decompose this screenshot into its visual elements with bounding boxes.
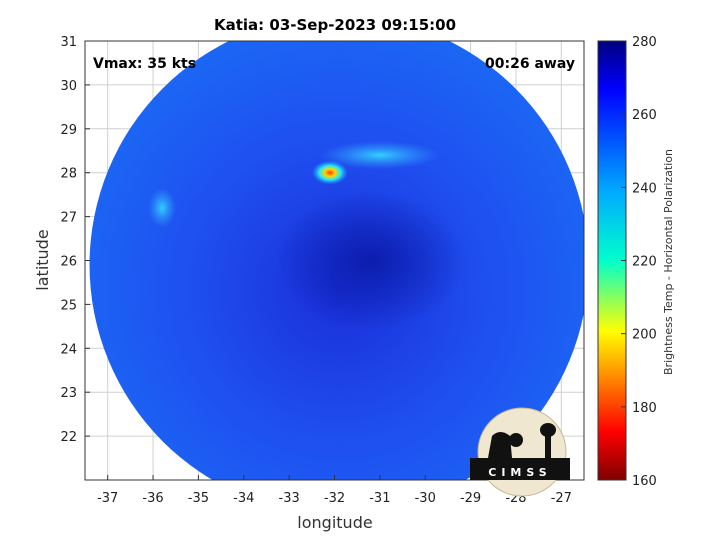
y-tick-label: 28 [60,167,77,182]
x-tick-label: -32 [324,491,345,506]
colorbar-label: Brightness Temp - Horizontal Polarizatio… [662,149,675,375]
y-tick-label: 23 [60,386,77,401]
x-tick-label: -31 [369,491,390,506]
rain-band-feature [319,141,440,170]
x-tick-label: -33 [279,491,300,506]
x-axis-label: longitude [297,513,372,532]
cold-core-feature [275,190,466,331]
y-tick-label: 29 [60,123,77,138]
x-tick-label: -34 [233,491,254,506]
y-tick-label: 30 [60,79,77,94]
colorbar-ticks: 160 180 200 220 240 260 280 [621,35,657,489]
y-axis: 22 23 24 25 26 27 28 29 30 31 [60,35,90,445]
y-tick-label: 24 [60,342,77,357]
x-tick-label: -36 [142,491,163,506]
swath-image [89,41,584,480]
y-axis-label: latitude [33,229,52,290]
x-tick-label: -37 [97,491,118,506]
colorbar-tick-label: 240 [632,181,657,196]
rain-band-feature-west [148,187,177,228]
colorbar-tick-label: 200 [632,328,657,343]
y-tick-label: 25 [60,298,77,313]
chart-title: Katia: 03-Sep-2023 09:15:00 [214,16,456,34]
cimss-logo: CIMSS [470,407,570,497]
y-tick-label: 26 [60,255,77,270]
colorbar-tick-label: 180 [632,401,657,416]
x-tick-label: -27 [551,491,572,506]
vmax-annotation: Vmax: 35 kts [93,56,196,72]
hot-spot-feature [311,160,348,185]
away-annotation: 00:26 away [485,56,575,72]
y-tick-label: 27 [60,211,77,226]
logo-text: CIMSS [488,466,551,479]
y-tick-label: 31 [60,35,77,50]
x-tick-label: -35 [188,491,209,506]
x-tick-label: -30 [415,491,436,506]
colorbar-tick-label: 280 [632,35,657,50]
colorbar-tick-label: 260 [632,108,657,123]
colorbar-tick-label: 220 [632,255,657,270]
colorbar-tick-label: 160 [632,474,657,489]
y-tick-label: 22 [60,430,77,445]
x-tick-label: -29 [460,491,481,506]
